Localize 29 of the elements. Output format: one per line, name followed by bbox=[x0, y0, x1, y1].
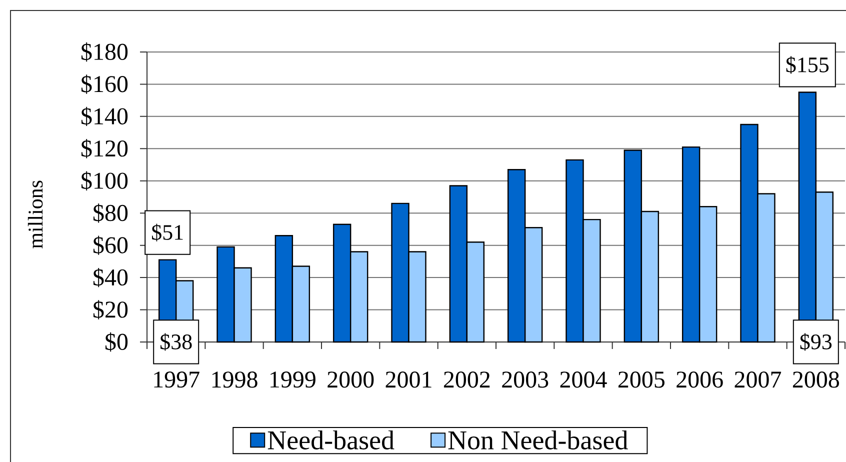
y-tick-label: $120 bbox=[82, 139, 128, 158]
data-label: $93 bbox=[800, 333, 832, 351]
x-tick-label: 2004 bbox=[560, 372, 607, 388]
y-tick-label: $60 bbox=[94, 236, 128, 255]
y-tick-label: $140 bbox=[82, 106, 128, 126]
x-tick-label: 2007 bbox=[734, 372, 782, 388]
data-label: $51 bbox=[152, 224, 183, 242]
data-label: $38 bbox=[160, 333, 192, 351]
y-tick-label: $80 bbox=[94, 204, 128, 223]
x-tick-label: 2008 bbox=[792, 372, 839, 388]
x-tick-label: 2002 bbox=[444, 372, 490, 388]
y-tick-label: $20 bbox=[94, 300, 128, 320]
y-tick-label: $40 bbox=[94, 268, 128, 288]
x-tick-label: 1999 bbox=[270, 372, 316, 388]
x-tick-label: 2006 bbox=[676, 372, 723, 388]
x-tick-label: 2005 bbox=[618, 372, 664, 388]
legend-label: Need-based bbox=[268, 430, 394, 450]
legend-label: Non Need-based bbox=[448, 430, 628, 450]
x-tick-label: 2001 bbox=[386, 372, 432, 388]
y-axis-title: millions bbox=[28, 180, 43, 248]
y-tick-label: $160 bbox=[82, 74, 128, 94]
x-tick-label: 1998 bbox=[212, 372, 258, 388]
y-tick-label: $180 bbox=[82, 42, 128, 62]
data-label: $155 bbox=[786, 56, 829, 74]
x-tick-label: 2003 bbox=[502, 372, 548, 388]
x-tick-label: 1997 bbox=[154, 372, 200, 388]
x-tick-label: 2000 bbox=[328, 372, 374, 388]
y-tick-label: $100 bbox=[82, 171, 128, 190]
y-tick-label: $0 bbox=[106, 332, 128, 352]
